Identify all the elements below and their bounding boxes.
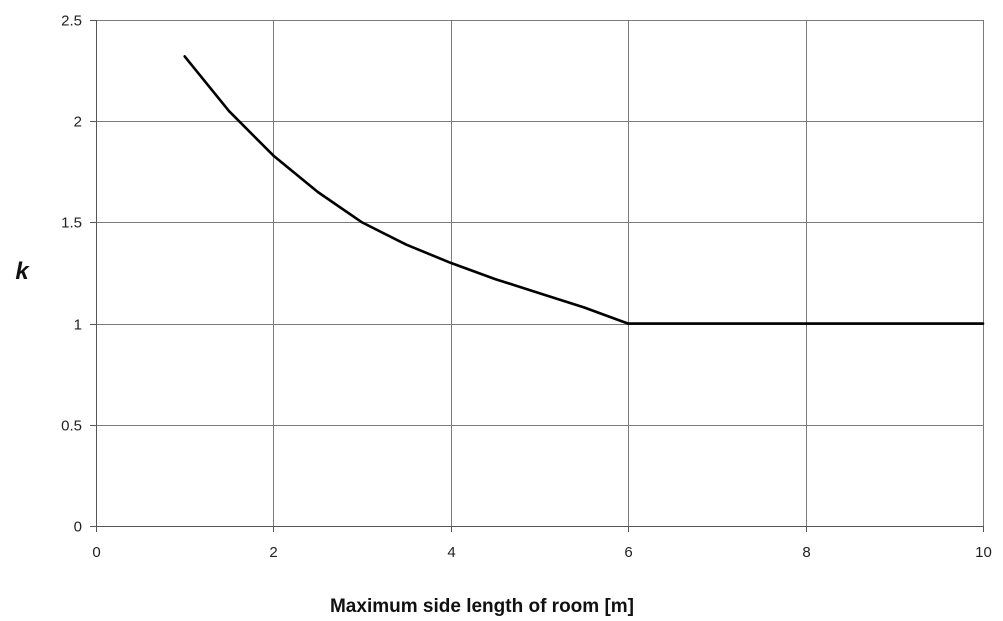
y-tick-label: 2 bbox=[74, 114, 82, 131]
series-line bbox=[183, 55, 985, 325]
y-tick-label: 0 bbox=[74, 519, 82, 536]
x-tick-label: 6 bbox=[624, 544, 632, 561]
y-tick-label: 1 bbox=[74, 317, 82, 334]
tick-labels: 0 0.5 1 1.5 2 2.5 0 2 4 6 8 10 bbox=[61, 13, 992, 562]
series bbox=[183, 55, 985, 325]
x-tick-label: 2 bbox=[269, 544, 277, 561]
y-tick-label: 1.5 bbox=[61, 215, 82, 232]
x-tick-label: 4 bbox=[447, 544, 455, 561]
x-tick-label: 10 bbox=[975, 544, 992, 561]
axes bbox=[90, 20, 984, 532]
y-tick-label: 0.5 bbox=[61, 418, 82, 435]
y-tick-label: 2.5 bbox=[61, 13, 82, 30]
x-tick-label: 0 bbox=[92, 544, 100, 561]
x-axis-title: Maximum side length of room [m] bbox=[330, 596, 634, 617]
grid bbox=[96, 20, 984, 526]
x-tick-label: 8 bbox=[802, 544, 810, 561]
y-axis-title: k bbox=[15, 258, 30, 285]
